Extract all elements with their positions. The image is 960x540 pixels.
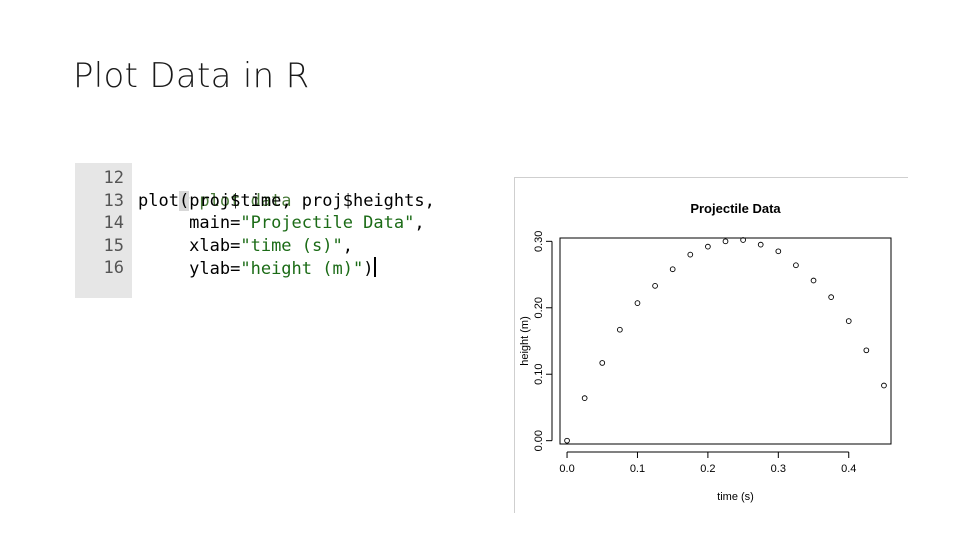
code-line-15: xlab="time (s)", <box>138 235 353 258</box>
y-tick-label: 0.00 <box>533 430 545 451</box>
code-line-13: plot(proj$time, proj$heights, <box>138 190 435 213</box>
data-point <box>564 437 570 444</box>
line-number: 16 <box>103 258 124 278</box>
code-string: "time (s)" <box>240 235 343 256</box>
data-point <box>775 248 782 255</box>
chart-title: Projectile Data <box>690 201 781 216</box>
code-arg-key: ylab= <box>138 259 241 279</box>
code-string: "height (m)" <box>240 259 364 279</box>
code-punct: , <box>414 213 425 233</box>
data-point <box>863 347 870 354</box>
data-point <box>828 294 834 300</box>
line-number: 15 <box>103 235 124 256</box>
line-number: 13 <box>103 190 124 211</box>
y-tick-label: 0.30 <box>533 231 545 252</box>
data-point <box>617 326 623 333</box>
code-string: "Projectile Data" <box>240 213 415 233</box>
line-number-gutter: 12 13 14 15 16 <box>75 163 132 298</box>
code-editor[interactable]: 12 13 14 15 16 # plot data plot(proj$tim… <box>75 163 500 298</box>
x-tick-label: 0.2 <box>700 463 715 475</box>
x-axis-label: time (s) <box>717 491 754 503</box>
x-tick-label: 0.4 <box>841 463 856 475</box>
code-args: proj$time, proj$heights, <box>189 190 435 211</box>
data-point <box>687 251 694 258</box>
x-tick-label: 0.0 <box>559 463 574 475</box>
data-point <box>845 318 852 324</box>
data-point <box>705 243 711 250</box>
y-axis-label: height (m) <box>519 316 531 366</box>
text-cursor <box>374 257 377 277</box>
code-punct: ) <box>363 259 374 279</box>
data-point <box>581 395 588 401</box>
code-arg-key: main= <box>138 213 241 233</box>
x-tick-label: 0.3 <box>771 463 786 475</box>
code-punct: , <box>342 235 353 256</box>
line-number: 14 <box>103 213 124 233</box>
slide-title: Plot Data in R <box>73 56 310 96</box>
data-point <box>740 237 746 243</box>
scatter-chart: Projectile Data 0.0 0.1 0.2 0.3 0.4 time (s) 0.… <box>519 201 892 503</box>
code-function: plot <box>138 190 179 211</box>
data-point <box>793 262 799 269</box>
data-point <box>599 360 606 366</box>
data-point <box>881 382 887 389</box>
code-arg-key: xlab= <box>138 235 241 256</box>
y-tick-label: 0.10 <box>533 364 545 385</box>
data-point <box>669 266 676 273</box>
data-point <box>634 300 641 306</box>
x-tick-label: 0.1 <box>630 463 645 475</box>
line-number: 12 <box>103 168 124 188</box>
data-point <box>810 277 817 284</box>
code-line-16: ylab="height (m)") <box>138 257 377 281</box>
data-point <box>757 241 764 248</box>
data-point <box>652 282 658 289</box>
data-point <box>722 238 729 245</box>
matched-paren: ( <box>178 190 190 211</box>
plot-panel: Projectile Data 0.0 0.1 0.2 0.3 0.4 time (s) 0.… <box>514 177 908 513</box>
code-line-14: main="Projectile Data", <box>138 212 425 235</box>
plot-box <box>559 237 892 445</box>
y-tick-label: 0.20 <box>533 297 545 318</box>
